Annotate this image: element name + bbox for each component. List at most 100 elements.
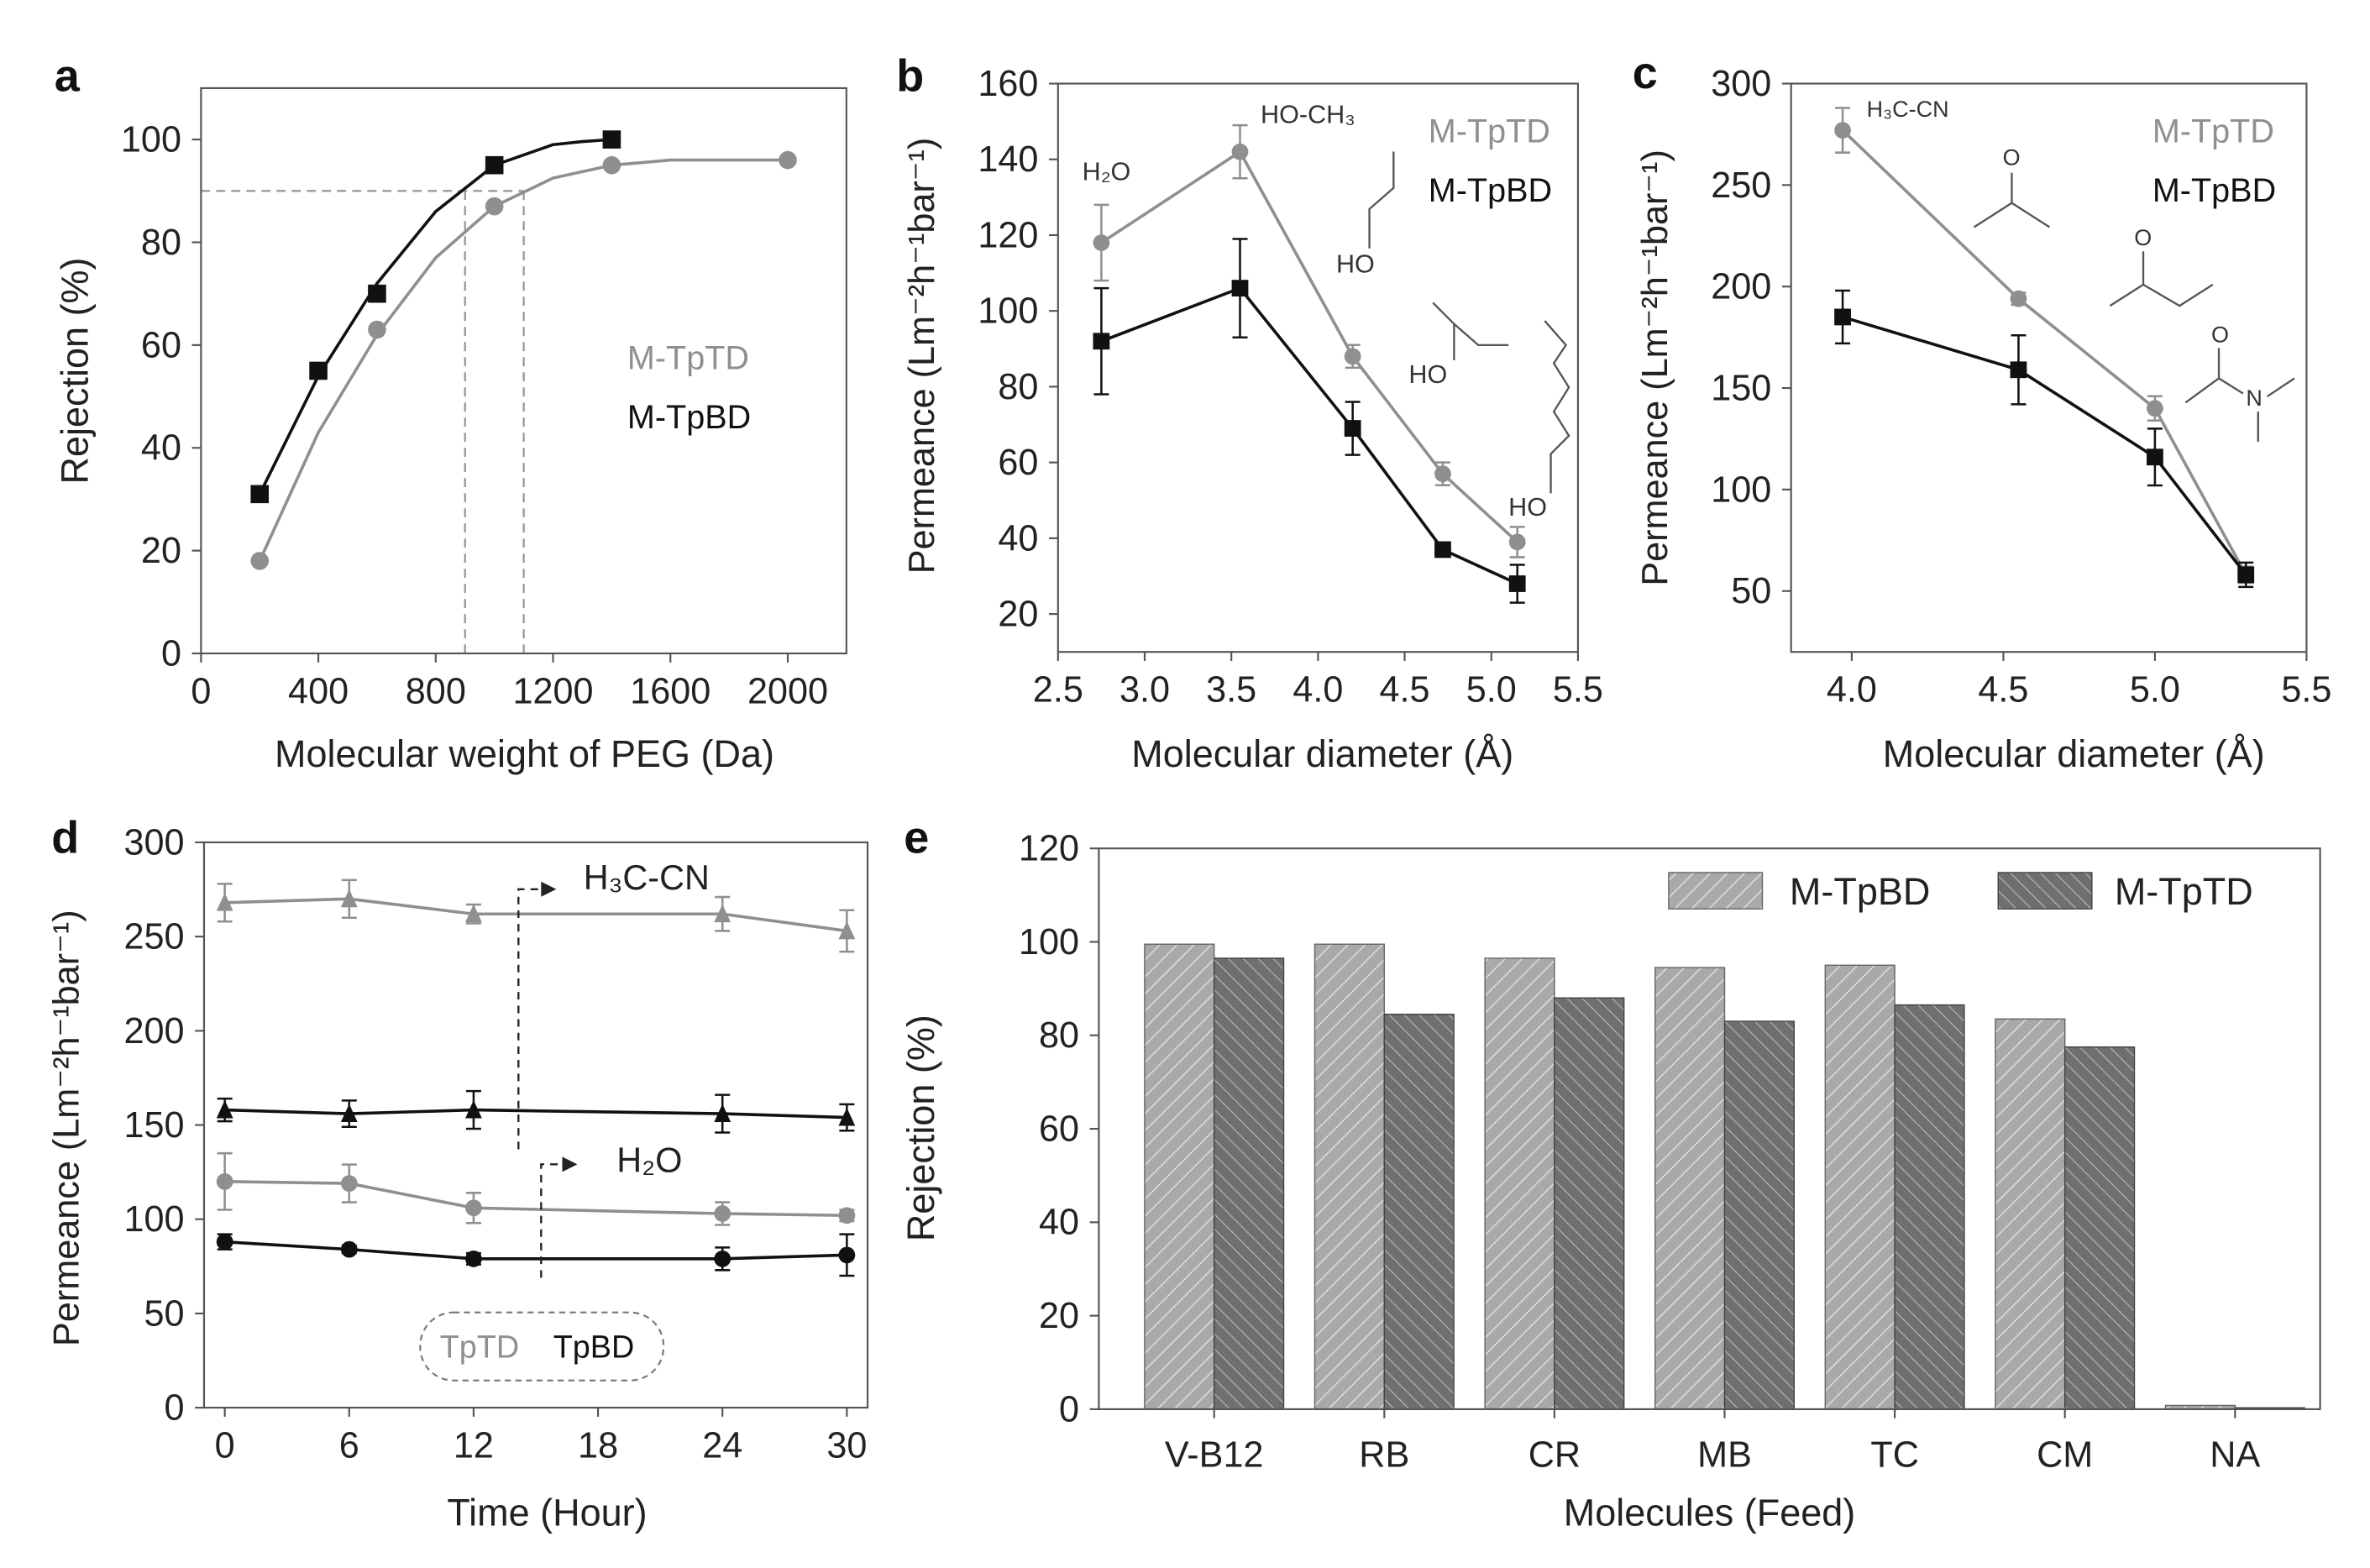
marker-circle [714, 1205, 731, 1222]
x-tick-label: 3.0 [1119, 670, 1170, 711]
butanol-structure [1544, 320, 1570, 494]
marker-circle [216, 1233, 233, 1251]
panel-c-frame [1790, 82, 2308, 653]
marker-circle [340, 1175, 358, 1192]
x-tick-label: V-B12 [1165, 1434, 1264, 1475]
x-tick-label: 5.5 [1553, 670, 1603, 711]
x-tick-label: NA [2210, 1434, 2260, 1475]
panel-e-legend-tptd: M-TpTD [2115, 870, 2253, 913]
marker-triangle [465, 1099, 482, 1119]
x-tick-label: 2.5 [1033, 670, 1083, 711]
annotation-dmf-o: O [2211, 322, 2229, 347]
butanone-structure [2109, 283, 2214, 307]
marker-circle [465, 1199, 482, 1217]
y-tick-label: 0 [161, 633, 181, 674]
marker-square [1093, 333, 1110, 350]
dmf-methyl-a [2266, 377, 2295, 398]
marker-triangle [714, 1104, 731, 1122]
bar-m-tptd [2063, 1046, 2136, 1410]
panel-b-xlabel: Molecular diameter (Å) [1131, 732, 1513, 775]
panel-label-d: d [51, 813, 79, 863]
acetonitrile-arrow [517, 888, 542, 1150]
panel-c-ylabel: Permeance (Lm⁻²h⁻¹bar⁻¹) [1635, 149, 1675, 586]
y-tick-label: 40 [1039, 1203, 1079, 1243]
marker-circle [1231, 143, 1249, 160]
y-tick-label: 60 [1039, 1109, 1079, 1149]
x-tick-label: RB [1359, 1434, 1409, 1475]
annotation-water-d: H₂O [616, 1141, 682, 1179]
panel-e-xlabel: Molecules (Feed) [1564, 1491, 1856, 1534]
bar-m-tptd [1554, 997, 1625, 1410]
panel-d-legend-tpbd: TpBD [553, 1330, 635, 1366]
panel-a-plot: 0 400 800 1200 1600 2000 0 20 40 60 80 100 [121, 120, 828, 712]
panel-b: b 2.5 3.0 3.5 4.0 4.5 5.0 5.5 20 40 60 80 100 120 140… [896, 51, 1603, 775]
marker-circle [2147, 400, 2163, 417]
marker-circle [1344, 348, 1361, 365]
y-tick-label: 0 [1059, 1389, 1079, 1429]
y-tick-label: 250 [124, 917, 185, 957]
x-tick-label: 3.5 [1206, 670, 1256, 711]
x-tick-label: MB [1697, 1434, 1752, 1475]
panel-d-frame [202, 841, 869, 1409]
marker-triangle [340, 889, 358, 908]
annotation-water: H₂O [1083, 158, 1131, 186]
x-tick-label: 0 [215, 1425, 235, 1466]
panel-c-plot: 4.0 4.5 5.0 5.5 50 100 150 200 250 300 [1711, 64, 2331, 711]
panel-b-ylabel: Permeance (Lm⁻²h⁻¹bar⁻¹) [902, 138, 942, 574]
panel-a-xlabel: Molecular weight of PEG (Da) [275, 732, 774, 775]
annotation-butanol-oh: HO [1508, 493, 1547, 522]
y-tick-label: 20 [141, 531, 181, 571]
x-tick-label: 5.0 [1466, 670, 1517, 711]
marker-square [602, 130, 621, 149]
series-line [224, 1180, 847, 1218]
panel-c: c 4.0 4.5 5.0 5.5 50 100 150 200 250 300 Molecula… [1633, 48, 2332, 775]
x-tick-label: TC [1870, 1434, 1919, 1475]
x-tick-label: 18 [578, 1425, 618, 1466]
panel-label-e: e [904, 813, 929, 863]
panel-a-legend-tptd: M-TpTD [627, 340, 749, 377]
y-tick-label: 40 [998, 518, 1038, 559]
y-tick-label: 60 [998, 443, 1038, 483]
x-tick-label: CR [1528, 1434, 1581, 1475]
marker-square [1434, 541, 1451, 559]
marker-triangle [714, 904, 731, 923]
marker-square [1508, 575, 1526, 592]
bar-m-tpbd [1484, 957, 1555, 1410]
x-tick-label: CM [2037, 1434, 2093, 1475]
x-tick-label: 400 [288, 671, 349, 711]
series-line [1842, 315, 2247, 576]
bar-m-tpbd [1313, 943, 1386, 1410]
annotation-butanone-o: O [2134, 225, 2152, 250]
marker-square [2147, 448, 2163, 466]
x-tick-label: 4.0 [1827, 670, 1877, 711]
water-arrow [540, 1163, 563, 1278]
x-tick-label: 4.0 [1292, 670, 1343, 711]
panel-c-legend-tpbd: M-TpBD [2152, 172, 2276, 209]
panel-c-xlabel: Molecular diameter (Å) [1883, 732, 2265, 775]
marker-circle [602, 155, 621, 175]
bar-m-tptd [1894, 1004, 1965, 1410]
marker-triangle [465, 904, 482, 923]
y-tick-label: 60 [141, 325, 181, 365]
marker-square [2010, 361, 2027, 379]
water-arrowhead [562, 1156, 578, 1172]
marker-circle [714, 1250, 731, 1267]
bar-m-tpbd [1144, 943, 1215, 1410]
ethanol-structure [1368, 151, 1395, 249]
bar-m-tptd [1383, 1013, 1455, 1410]
series-line [224, 1108, 847, 1120]
y-tick-label: 200 [1711, 267, 1771, 307]
panel-e: e 0 20 40 60 80 100 120 V-B12 RB CR MB TC CM NA Molec… [899, 813, 2321, 1534]
bar-m-tptd [1213, 957, 1285, 1410]
x-tick-label: 1600 [630, 671, 710, 711]
series-line [1841, 128, 2247, 576]
legend-swatch-tptd [1997, 872, 2093, 910]
y-tick-label: 200 [124, 1011, 185, 1051]
y-tick-label: 20 [1039, 1296, 1079, 1336]
y-tick-label: 120 [978, 215, 1038, 255]
y-tick-label: 160 [978, 64, 1038, 104]
marker-triangle [340, 1104, 358, 1122]
marker-circle [1434, 465, 1451, 483]
